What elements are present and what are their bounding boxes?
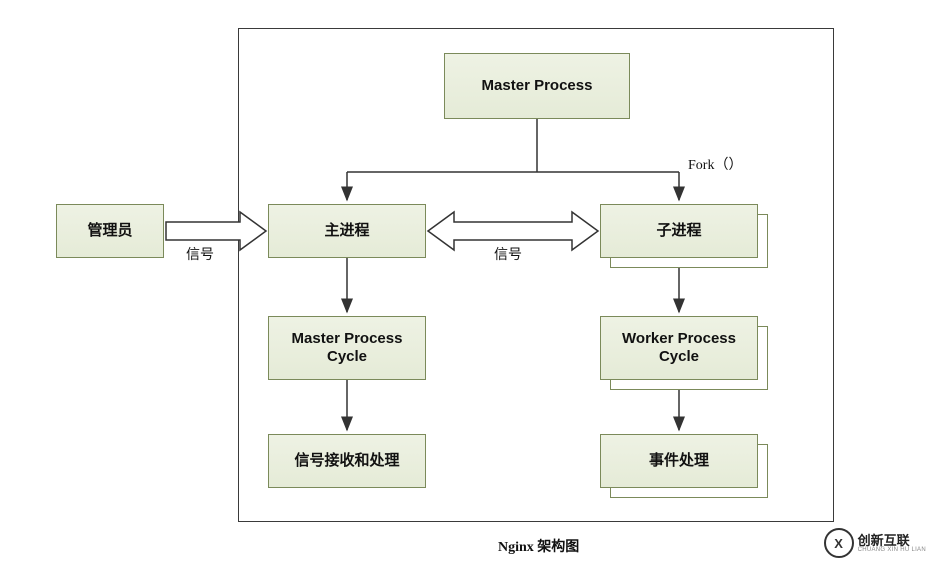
diagram-canvas: 管理员 Master Process 主进程 子进程 Master Proces… xyxy=(0,0,932,564)
watermark-icon-letter: X xyxy=(834,536,843,551)
node-master-cycle-label: Master Process Cycle xyxy=(292,330,403,366)
watermark-text-cn: 创新互联 xyxy=(858,534,926,547)
node-main-process-label: 主进程 xyxy=(324,222,369,240)
diagram-caption: Nginx 架构图 xyxy=(498,536,579,556)
node-main-process: 主进程 xyxy=(268,204,426,258)
watermark-logo: X 创新互联 CHUANG XIN HU LIAN xyxy=(824,528,926,558)
node-event-process: 事件处理 xyxy=(600,434,758,488)
node-sub-process: 子进程 xyxy=(600,204,758,258)
node-signal-receive-label: 信号接收和处理 xyxy=(294,452,399,470)
node-signal-receive: 信号接收和处理 xyxy=(268,434,426,488)
node-worker-cycle: Worker Process Cycle xyxy=(600,316,758,380)
node-sub-process-label: 子进程 xyxy=(656,222,701,240)
label-signal-mid: 信号 xyxy=(494,244,522,264)
node-master-cycle: Master Process Cycle xyxy=(268,316,426,380)
label-fork: Fork（） xyxy=(688,154,742,174)
label-signal-left: 信号 xyxy=(186,244,214,264)
watermark-icon: X xyxy=(824,528,854,558)
node-master-process-label: Master Process xyxy=(482,77,593,95)
node-worker-cycle-label: Worker Process Cycle xyxy=(622,330,736,366)
watermark-text-en: CHUANG XIN HU LIAN xyxy=(858,547,926,553)
node-admin: 管理员 xyxy=(56,204,164,258)
node-event-process-label: 事件处理 xyxy=(649,452,709,470)
node-admin-label: 管理员 xyxy=(87,222,132,240)
node-master-process: Master Process xyxy=(444,53,630,119)
